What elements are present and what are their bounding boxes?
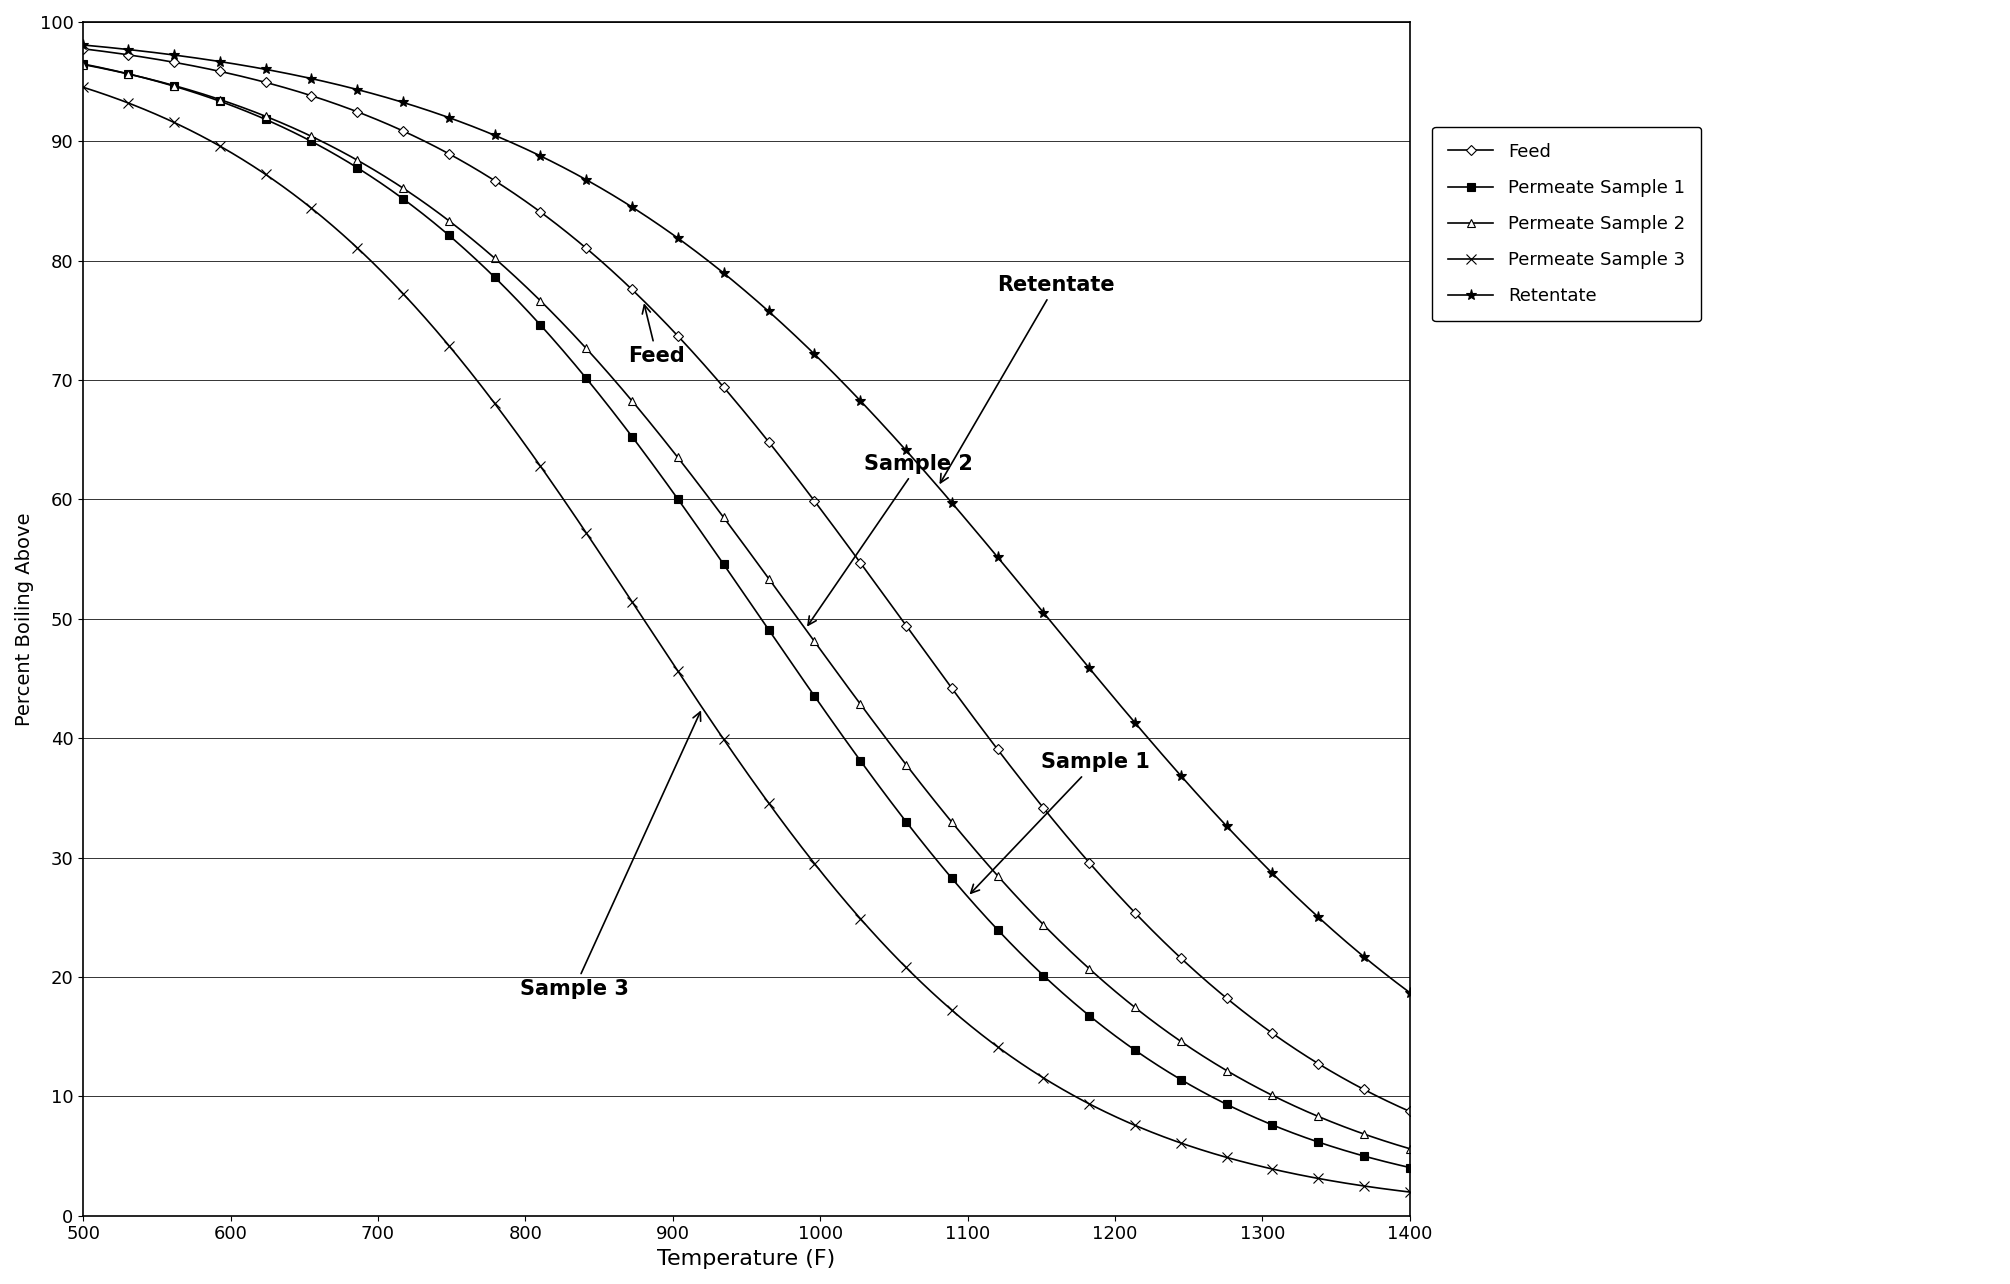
Permeate Sample 2 [1359, 1129, 1383, 1144]
Text: Sample 3: Sample 3 [521, 711, 701, 999]
Permeate Sample 1 [70, 56, 94, 72]
Retentate [1359, 955, 1383, 971]
Permeate Sample 2 [1397, 1141, 1421, 1157]
Permeate Sample 1 [716, 564, 740, 579]
Permeate Sample 3 [1397, 1184, 1421, 1199]
Feed [1116, 898, 1140, 913]
Feed [681, 344, 706, 360]
Feed [70, 41, 94, 56]
Text: Retentate: Retentate [941, 275, 1116, 483]
Feed [716, 385, 740, 401]
Text: Feed: Feed [629, 306, 685, 366]
Permeate Sample 2 [1116, 994, 1140, 1009]
Permeate Sample 2 [139, 72, 163, 87]
Permeate Sample 3 [139, 104, 163, 119]
Feed [1359, 1085, 1383, 1100]
Permeate Sample 1 [681, 512, 706, 528]
Y-axis label: Percent Boiling Above: Percent Boiling Above [14, 512, 34, 725]
Permeate Sample 3 [1116, 1115, 1140, 1130]
Retentate [1397, 985, 1421, 1000]
Permeate Sample 3 [1359, 1179, 1383, 1194]
Permeate Sample 1 [1397, 1159, 1421, 1175]
Retentate [70, 37, 94, 53]
Line: Feed: Feed [80, 45, 1413, 1115]
Permeate Sample 2 [1359, 1129, 1383, 1144]
Text: Sample 1: Sample 1 [971, 752, 1150, 894]
Feed [1359, 1085, 1383, 1100]
Permeate Sample 1 [1359, 1150, 1383, 1166]
Permeate Sample 3 [681, 687, 706, 702]
Feed [1397, 1104, 1421, 1120]
Permeate Sample 1 [1359, 1150, 1383, 1166]
Retentate [681, 241, 706, 257]
Retentate [139, 45, 163, 60]
Line: Permeate Sample 2: Permeate Sample 2 [78, 60, 1413, 1153]
Line: Permeate Sample 3: Permeate Sample 3 [78, 82, 1415, 1197]
Line: Retentate: Retentate [78, 40, 1415, 998]
Feed [139, 50, 163, 65]
Retentate [716, 270, 740, 285]
Permeate Sample 2 [681, 470, 706, 485]
Permeate Sample 3 [1359, 1179, 1383, 1194]
Legend: Feed, Permeate Sample 1, Permeate Sample 2, Permeate Sample 3, Retentate: Feed, Permeate Sample 1, Permeate Sample… [1431, 127, 1700, 321]
Permeate Sample 2 [70, 56, 94, 72]
X-axis label: Temperature (F): Temperature (F) [657, 1249, 836, 1269]
Retentate [1359, 954, 1383, 969]
Line: Permeate Sample 1: Permeate Sample 1 [78, 60, 1413, 1172]
Permeate Sample 3 [70, 80, 94, 95]
Permeate Sample 2 [716, 516, 740, 532]
Text: Sample 2: Sample 2 [808, 453, 973, 625]
Permeate Sample 3 [716, 738, 740, 754]
Permeate Sample 1 [1116, 1037, 1140, 1053]
Permeate Sample 1 [139, 72, 163, 87]
Retentate [1116, 706, 1140, 722]
